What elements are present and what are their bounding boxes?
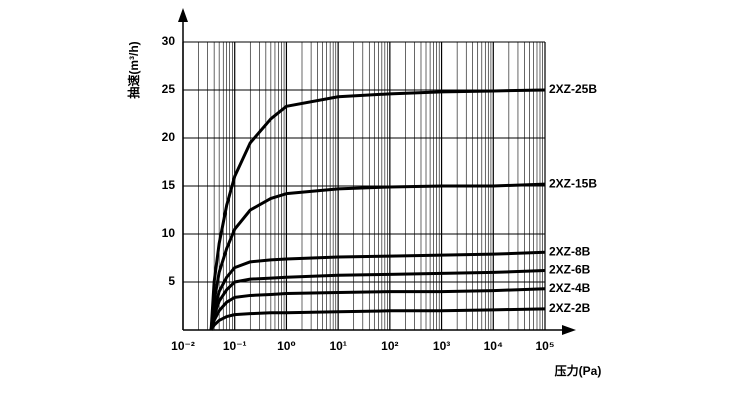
series-label: 2XZ-15B [549, 176, 597, 190]
series-label: 2XZ-2B [549, 301, 591, 315]
series-label: 2XZ-4B [549, 281, 591, 295]
x-tick-label: 10⁻¹ [223, 339, 247, 353]
series-line [209, 268, 546, 331]
y-axis-label: 抽速(m³/h) [126, 41, 141, 98]
series-line [209, 88, 546, 331]
y-tick-label: 5 [168, 274, 175, 288]
y-tick-label: 25 [162, 82, 176, 96]
y-tick-label: 30 [162, 34, 176, 48]
y-tick-label: 15 [162, 178, 176, 192]
x-axis-label: 压力(Pa) [555, 363, 602, 378]
series-line [209, 250, 546, 331]
y-axis-arrow [178, 8, 188, 22]
x-tick-label: 10⁻² [171, 339, 195, 353]
series-label: 2XZ-6B [549, 263, 591, 277]
x-tick-label: 10² [381, 339, 398, 353]
x-tick-label: 10⁵ [536, 339, 555, 353]
x-tick-label: 10⁴ [484, 339, 503, 353]
series-label: 2XZ-25B [549, 82, 597, 96]
series-label: 2XZ-8B [549, 244, 591, 258]
x-tick-label: 10⁰ [277, 339, 296, 353]
x-axis-arrow [562, 325, 576, 335]
x-tick-label: 10¹ [329, 339, 346, 353]
series-line [209, 287, 546, 331]
x-tick-label: 10³ [433, 339, 450, 353]
series-line [209, 182, 546, 331]
y-tick-label: 20 [162, 130, 176, 144]
y-tick-label: 10 [162, 226, 176, 240]
series-line [209, 307, 546, 331]
